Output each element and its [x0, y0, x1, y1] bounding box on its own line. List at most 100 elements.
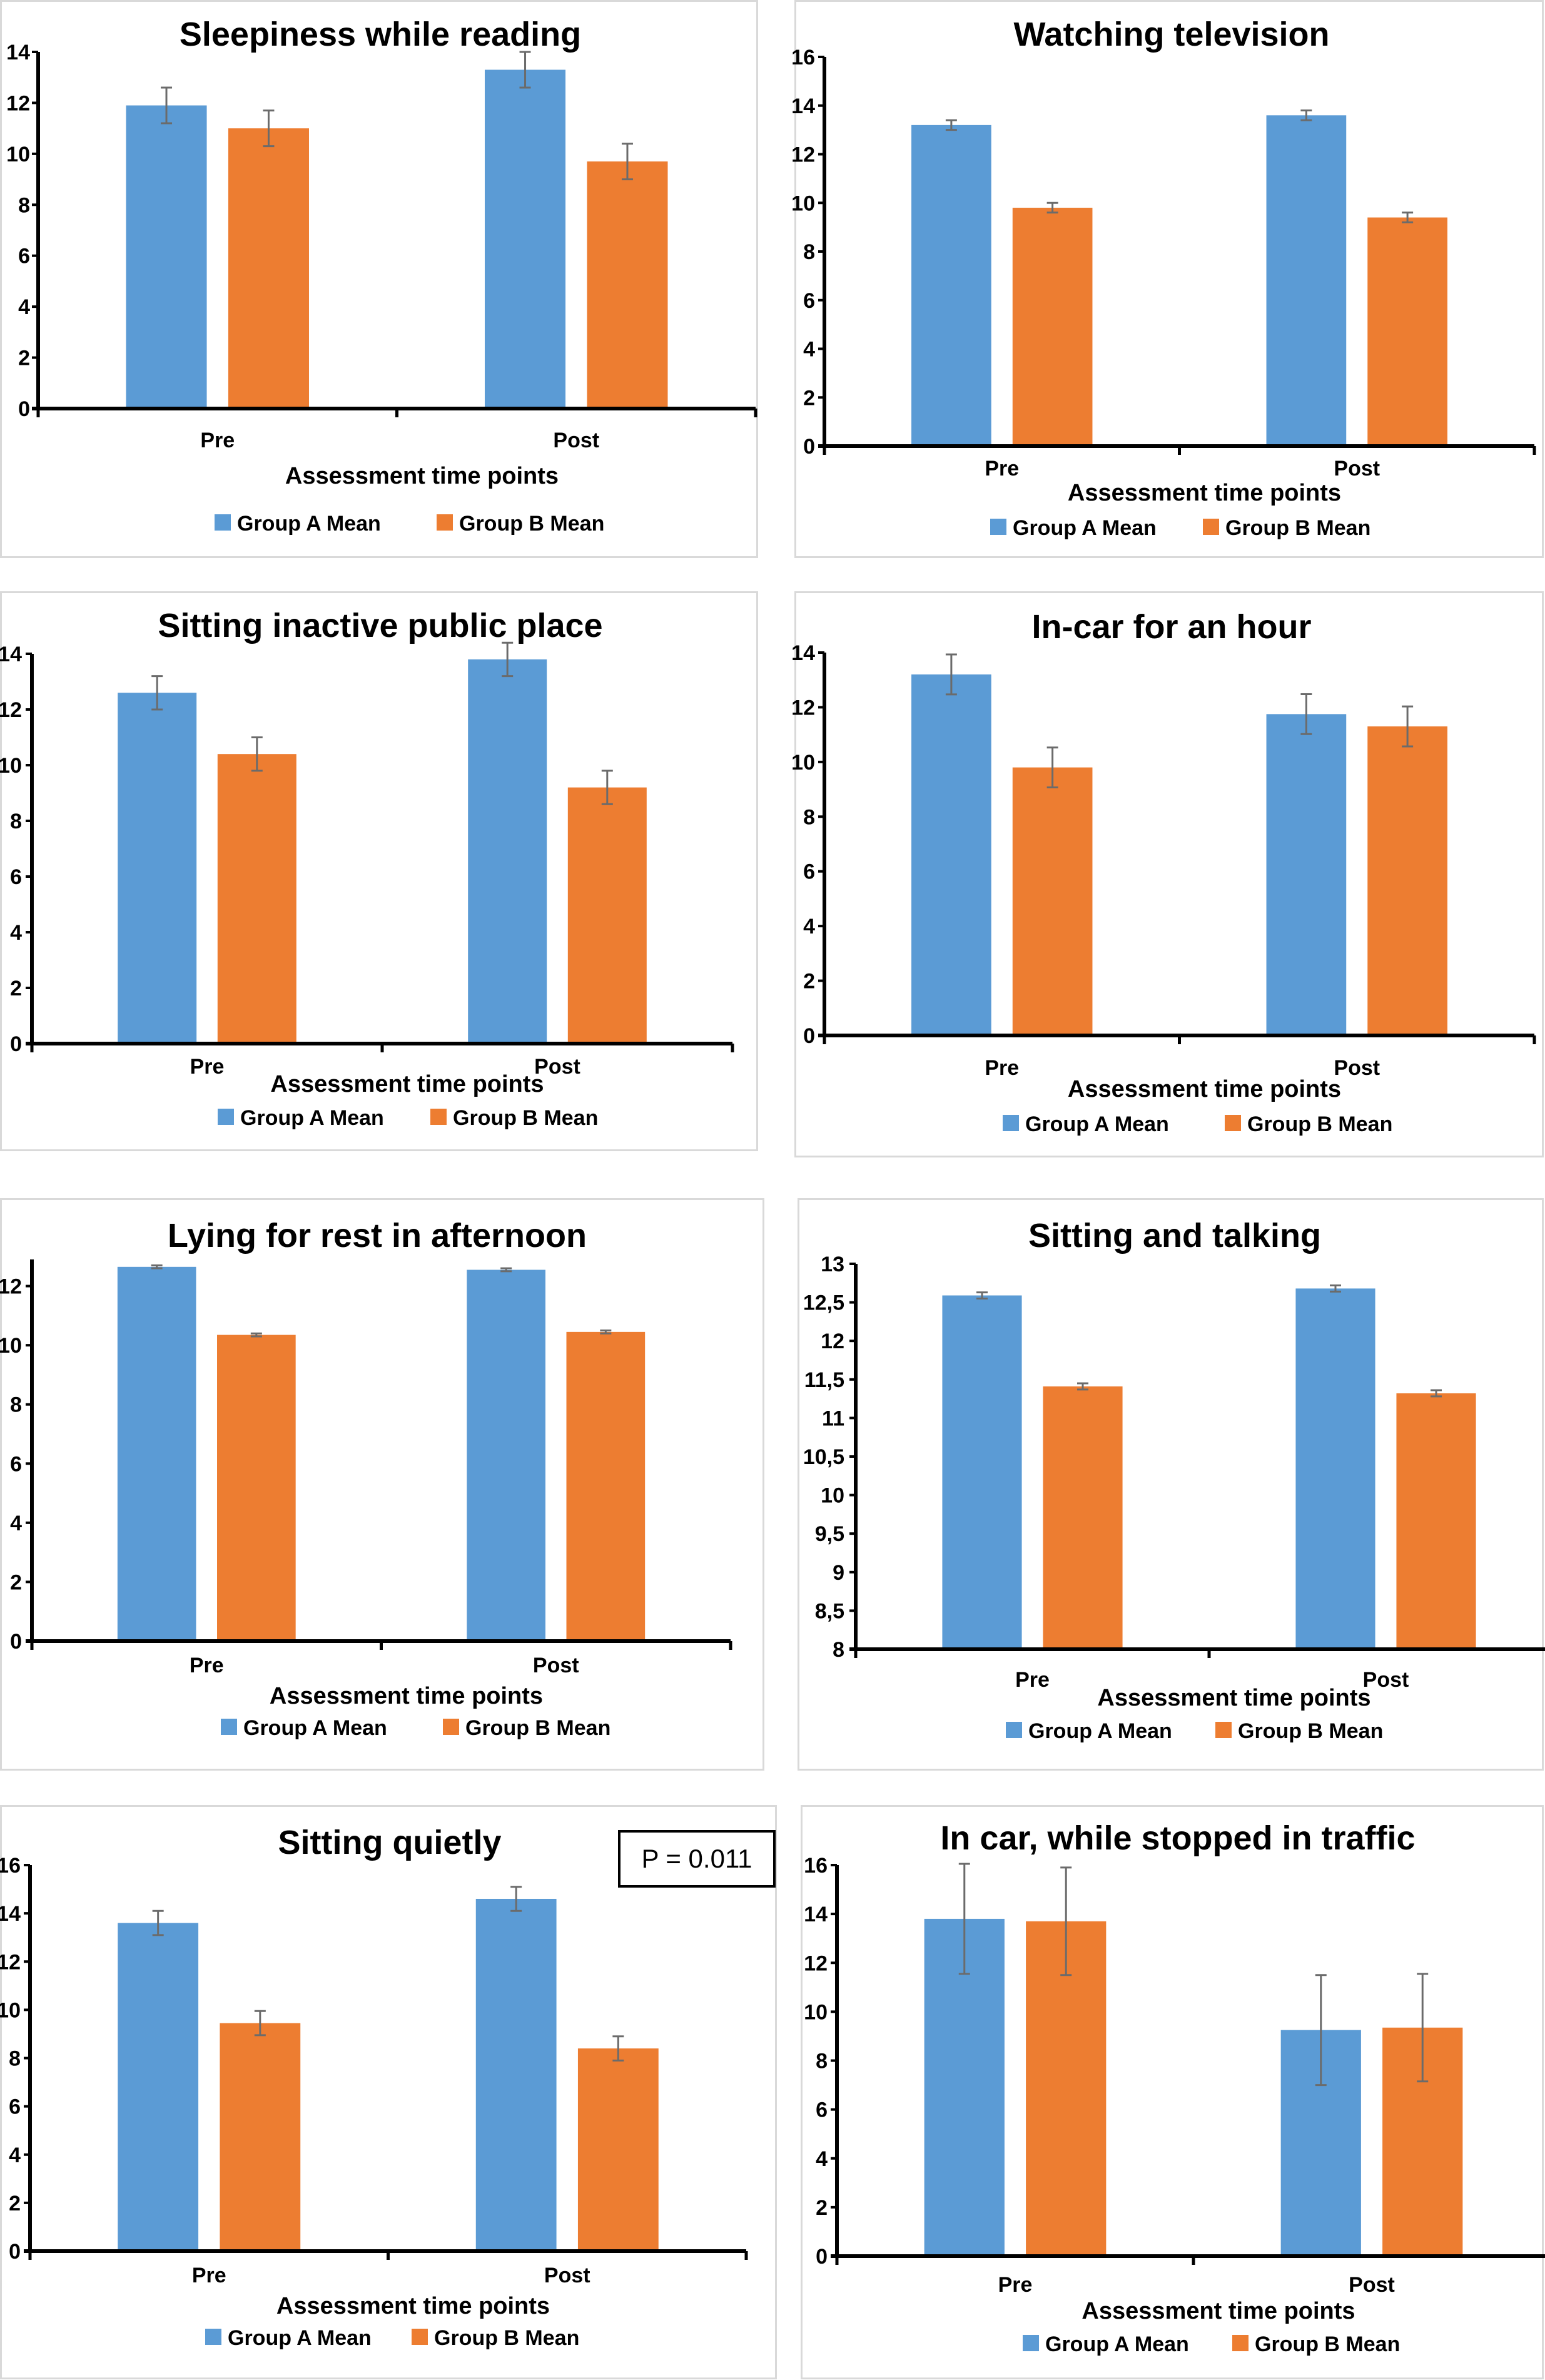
x-category-label: Pre [985, 1056, 1019, 1080]
y-tick-label: 8 [10, 1393, 22, 1417]
y-tick-label: 8,5 [815, 1599, 844, 1623]
y-tick-label: 0 [803, 435, 815, 459]
legend-label-group-a: Group A Mean [243, 1716, 387, 1740]
y-tick-label: 16 [0, 1854, 21, 1878]
error-bar [945, 119, 957, 131]
y-tick-label: 6 [10, 1452, 22, 1476]
bar-group-b-pre [220, 2023, 301, 2249]
y-tick-label: 12 [0, 1275, 22, 1299]
y-tick-label: 4 [816, 2147, 828, 2171]
chart-svg: Sitting quietly 0 2 4 6 8 10 12 14 16 Pre Post Asses… [0, 1824, 748, 2350]
error-bar [1300, 693, 1312, 735]
x-category-label: Pre [200, 429, 235, 452]
y-tick-label: 8 [18, 193, 30, 217]
y-tick-label: 0 [18, 397, 30, 421]
chart-title: Watching television [1013, 16, 1329, 53]
y-tick-label: 8 [803, 805, 815, 829]
legend-swatch-group-a [218, 1109, 234, 1125]
chart-svg: Lying for rest in afternoon 0 2 4 6 8 10 12 Pre P… [0, 1217, 732, 1740]
error-bar [1046, 201, 1058, 214]
x-axis-label: Assessment time points [1082, 2298, 1355, 2324]
error-bar [1300, 109, 1312, 121]
y-tick-label: 14 [0, 643, 22, 666]
y-tick-label: 14 [0, 1902, 21, 1926]
x-category-label: Post [1363, 1668, 1409, 1692]
y-tick-label: 14 [791, 94, 815, 118]
chart-panel-sitting-and-talking: Sitting and talking 8 8,5 9 9,5 10 10,5 11 11,5 1… [798, 1198, 1545, 1771]
legend-swatch-group-b [443, 1719, 459, 1735]
chart-title: Sitting and talking [1028, 1217, 1321, 1254]
error-bar [151, 1264, 163, 1269]
x-category-label: Post [533, 1654, 579, 1677]
x-category-label: Pre [192, 2264, 226, 2287]
chart-title: Lying for rest in afternoon [168, 1217, 587, 1254]
y-tick-label: 11,5 [804, 1368, 844, 1392]
bar-group-b-post [1367, 217, 1447, 444]
p-value-annotation: P = 0.011 [618, 1830, 776, 1888]
y-tick-label: 6 [9, 2095, 21, 2119]
bar-group-b-pre [1012, 767, 1093, 1034]
y-tick-label: 10 [0, 1998, 21, 2022]
x-category-label: Pre [998, 2273, 1033, 2297]
y-tick-label: 0 [816, 2245, 828, 2269]
legend-label-group-b: Group B Mean [453, 1106, 598, 1130]
y-tick-label: 6 [803, 860, 815, 884]
legend-label-group-b: Group B Mean [465, 1716, 610, 1740]
y-tick-label: 8 [10, 810, 22, 833]
y-tick-label: 16 [791, 46, 815, 69]
y-tick-label: 6 [10, 865, 22, 889]
legend-label-group-b: Group B Mean [434, 2326, 579, 2350]
legend-swatch-group-b [1225, 1115, 1241, 1131]
y-tick-label: 10 [791, 191, 815, 215]
chart-title: Sleepiness while reading [180, 16, 581, 53]
error-bar [1077, 1382, 1089, 1391]
legend-swatch-group-a [215, 514, 231, 531]
chart-svg: Sitting and talking 8 8,5 9 9,5 10 10,5 11 11,5 1… [803, 1217, 1545, 1743]
error-bar [958, 1863, 970, 1975]
y-tick-label: 4 [9, 2144, 21, 2167]
chart-svg: Sleepiness while reading 0 2 4 6 8 10 12 14 Pre Po… [6, 16, 757, 536]
bar-group-b-pre [217, 1335, 296, 1639]
chart-panel-in-car-for-an-hour: In-car for an hour 0 2 4 6 8 10 12 14 Pre Post Asse… [791, 591, 1544, 1157]
y-tick-label: 4 [10, 1512, 22, 1535]
legend-label-group-a: Group A Mean [1013, 516, 1157, 540]
x-category-label: Post [1349, 2273, 1395, 2297]
bar-group-b-pre [217, 754, 296, 1042]
error-bar [251, 736, 263, 772]
y-tick-label: 14 [6, 41, 30, 64]
y-tick-label: 8 [9, 2047, 21, 2071]
y-tick-label: 2 [9, 2192, 21, 2215]
chart-svg: In car, while stopped in traffic 0 2 4 6 8 10 1… [804, 1819, 1545, 2356]
legend-swatch-group-a [221, 1719, 237, 1735]
legend-swatch-group-b [1232, 2335, 1249, 2351]
y-tick-label: 6 [18, 245, 30, 268]
y-tick-label: 0 [803, 1024, 815, 1048]
y-tick-label: 8 [833, 1638, 844, 1662]
y-tick-label: 4 [803, 915, 815, 938]
y-tick-label: 2 [10, 977, 22, 1000]
y-tick-label: 10 [791, 751, 815, 775]
x-category-label: Post [1334, 457, 1380, 481]
error-bar [502, 641, 514, 678]
chart-panel-watching-television: Watching television 0 2 4 6 8 10 12 14 16 Pre Post A… [791, 0, 1544, 558]
x-category-label: Post [553, 429, 599, 452]
x-category-label: Post [544, 2264, 590, 2287]
error-bar [161, 86, 173, 125]
bar-group-a-post [485, 69, 566, 407]
y-tick-label: 14 [791, 641, 815, 665]
y-tick-label: 10 [804, 2000, 828, 2024]
y-tick-label: 4 [10, 921, 22, 945]
error-bar [1060, 1866, 1072, 1976]
bar-group-a-post [1266, 115, 1347, 445]
x-axis-label: Assessment time points [1097, 1685, 1370, 1711]
error-bar [612, 2035, 624, 2062]
bar-group-b-post [587, 161, 668, 407]
bar-group-a-post [475, 1898, 557, 2249]
y-tick-label: 16 [804, 1854, 828, 1878]
error-bar [1046, 746, 1058, 789]
legend-label-group-a: Group A Mean [228, 2326, 372, 2350]
error-bar [621, 143, 633, 181]
legend-swatch-group-b [430, 1109, 447, 1125]
y-tick-label: 11 [822, 1406, 844, 1430]
bar-group-a-pre [942, 1295, 1022, 1647]
